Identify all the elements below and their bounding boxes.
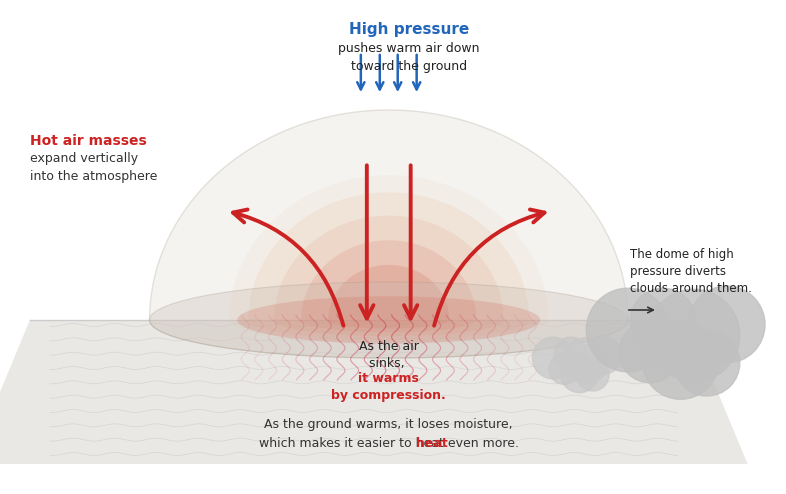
Text: As the ground warms, it loses moisture,: As the ground warms, it loses moisture, — [264, 418, 513, 431]
Circle shape — [583, 336, 622, 374]
Text: expand vertically
into the atmosphere: expand vertically into the atmosphere — [30, 152, 157, 183]
Circle shape — [648, 289, 740, 382]
Circle shape — [674, 330, 740, 396]
Polygon shape — [230, 175, 548, 342]
Polygon shape — [248, 192, 529, 340]
Circle shape — [630, 288, 696, 354]
Circle shape — [563, 338, 609, 384]
Polygon shape — [301, 240, 476, 332]
Text: Hot air masses: Hot air masses — [30, 134, 147, 148]
Circle shape — [689, 286, 765, 363]
Circle shape — [642, 322, 719, 399]
Polygon shape — [0, 320, 747, 464]
Circle shape — [532, 337, 574, 379]
Circle shape — [560, 354, 599, 393]
Polygon shape — [149, 110, 628, 358]
Circle shape — [619, 321, 681, 383]
Polygon shape — [328, 265, 450, 329]
Text: which makes it easier to heat even more.: which makes it easier to heat even more. — [259, 437, 519, 450]
Ellipse shape — [149, 282, 628, 358]
Circle shape — [576, 358, 609, 391]
Circle shape — [554, 337, 587, 370]
Text: High pressure: High pressure — [348, 22, 468, 37]
Polygon shape — [274, 215, 504, 336]
Text: The dome of high
pressure diverts
clouds around them.: The dome of high pressure diverts clouds… — [630, 248, 752, 295]
Circle shape — [586, 288, 670, 372]
Ellipse shape — [237, 296, 540, 344]
Circle shape — [549, 354, 579, 384]
Text: heat: heat — [416, 437, 448, 450]
Text: it warms
by compression.: it warms by compression. — [332, 372, 446, 402]
Text: As the air
sinks,: As the air sinks, — [359, 340, 419, 370]
Text: pushes warm air down
toward the ground: pushes warm air down toward the ground — [338, 42, 479, 73]
